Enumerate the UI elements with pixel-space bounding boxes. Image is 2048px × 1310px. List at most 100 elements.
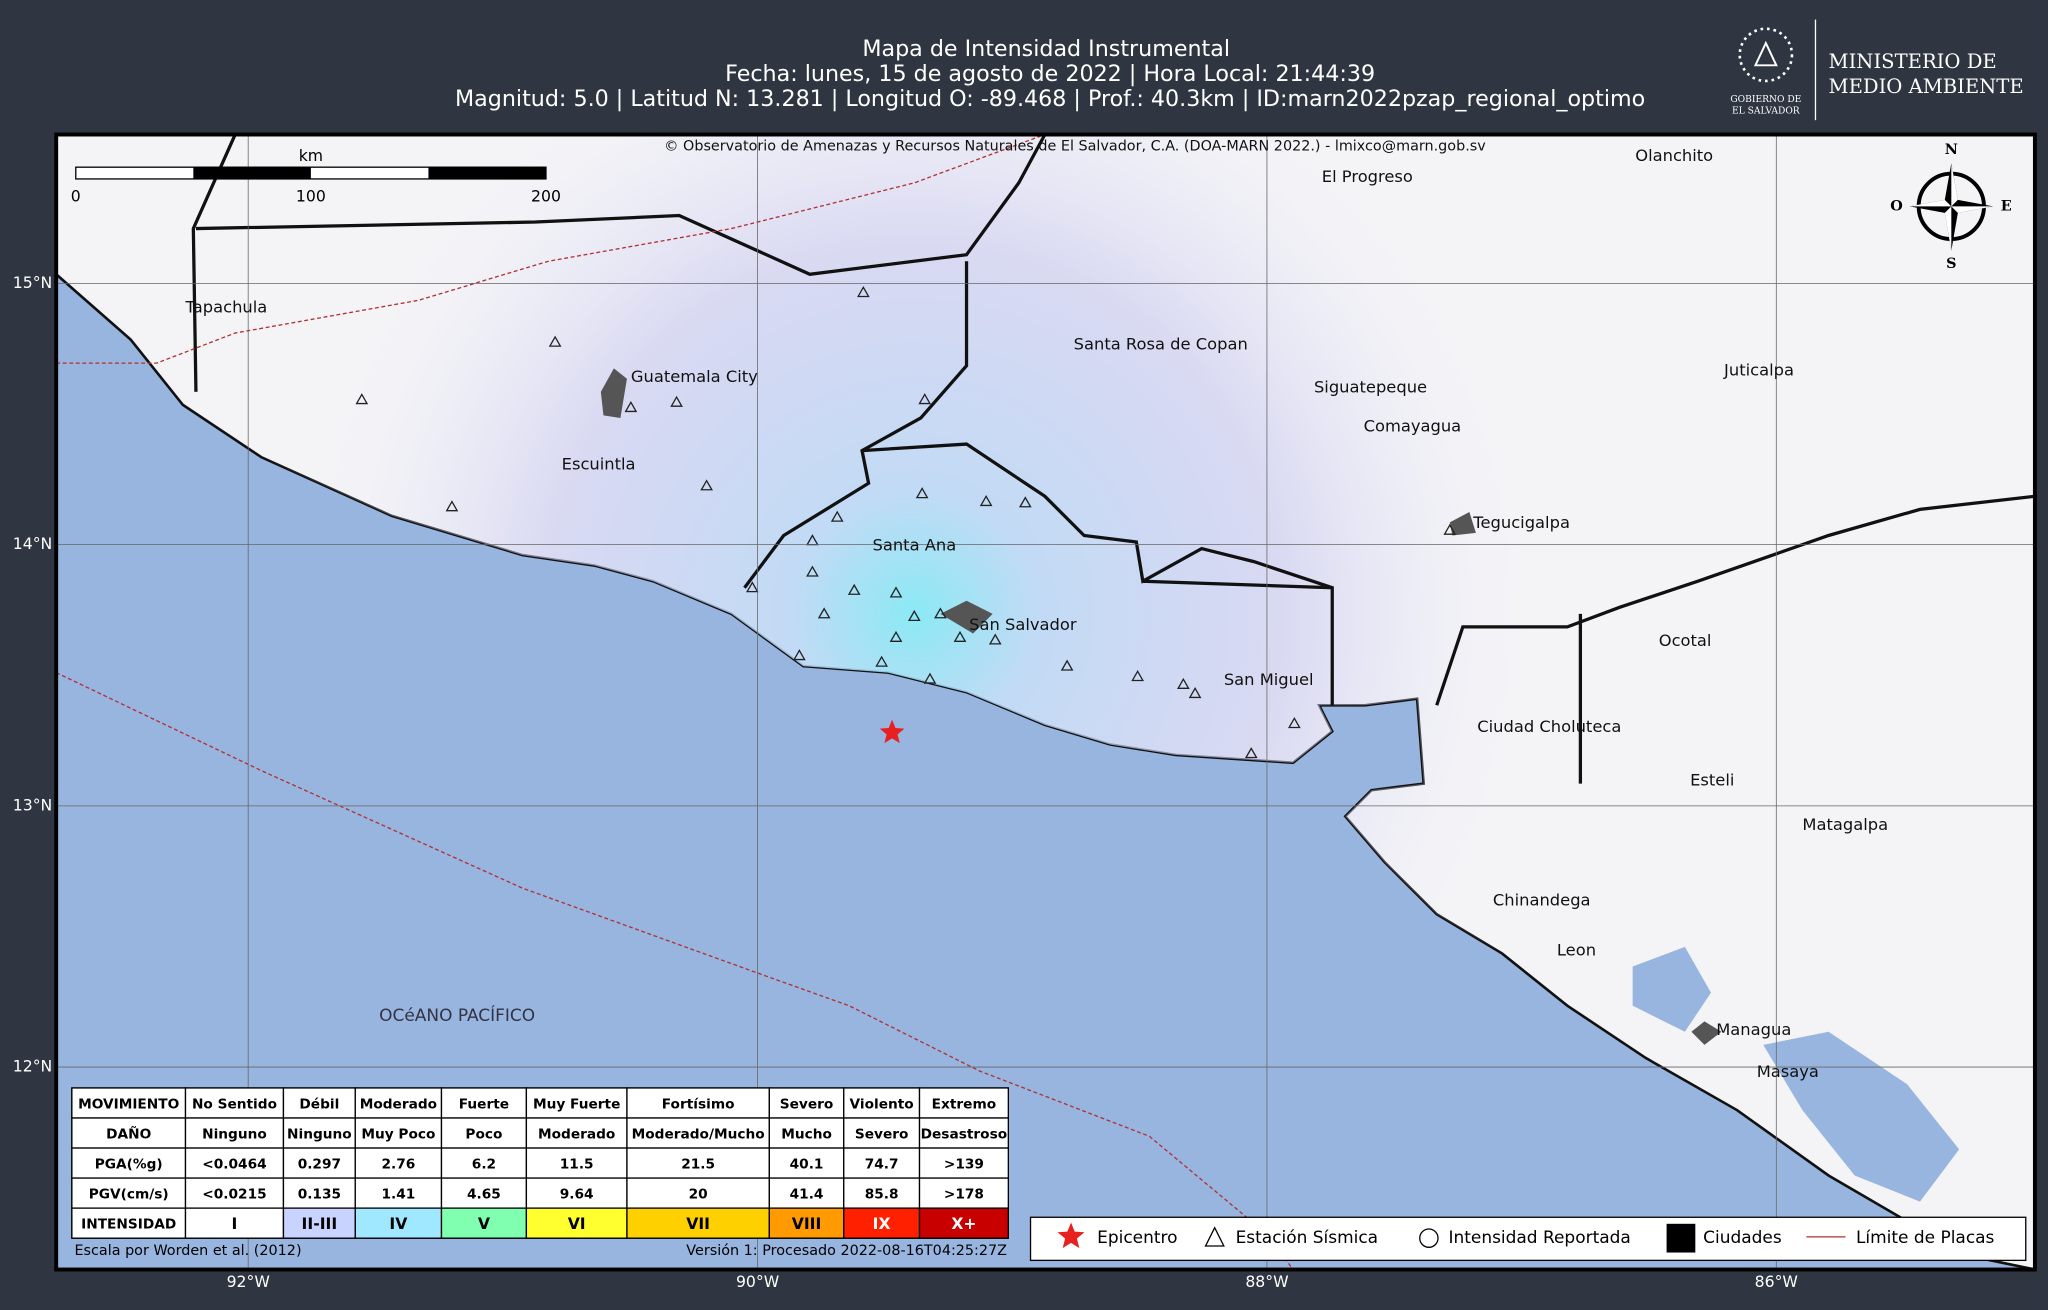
legend-label: Límite de Placas [1856,1228,1995,1248]
table-cell-text: PGA(%g) [95,1156,163,1172]
table-cell [918,1207,1009,1239]
city-label: Esteli [1690,771,1734,790]
legend-label: Ciudades [1703,1228,1782,1248]
city-label: Ocotal [1659,631,1712,650]
copyright: © Observatorio de Amenazas y Recursos Na… [664,138,1486,154]
table-cell-text: Muy Poco [361,1126,435,1142]
table-cell-text: Severo [855,1126,909,1142]
city-label: Siguatepeque [1314,377,1427,396]
city-label: Ciudad Choluteca [1477,717,1621,736]
table-cell-text: 74.7 [865,1156,899,1172]
table-cell-text: Poco [465,1126,502,1142]
city-label: Tegucigalpa [1472,513,1570,532]
compass-s: S [1946,256,1956,272]
city-label: San Miguel [1224,670,1314,689]
table-cell-text: Extremo [932,1096,996,1112]
lat-tick-label: 13°N [13,795,52,814]
plate-boundary [56,134,1294,1270]
border [191,134,2035,784]
table-cell [626,1207,770,1239]
table-cell [71,1087,187,1119]
map [56,134,2035,1270]
table-cell-text: Moderado/Mucho [632,1126,765,1142]
table-cell [440,1087,528,1119]
table-cell-text: VIII [792,1214,822,1233]
city-label: Leon [1557,940,1596,959]
table-cell-text: No Sentido [192,1096,277,1112]
table-cell [440,1147,528,1179]
table-cell [768,1207,845,1239]
city-label: Tapachula [184,298,267,317]
table-cell [354,1087,443,1119]
table-cell [282,1117,356,1149]
scale-unit: km [299,146,323,165]
ocean-label: OCéANO PACÍFICO [379,1004,535,1026]
table-cell [918,1177,1009,1209]
legend-label: Epicentro [1097,1228,1177,1248]
table-cell-text: VII [686,1214,710,1233]
table-cell [626,1147,770,1179]
table-cell [184,1087,285,1119]
table-cell-text: >178 [944,1186,984,1202]
table-cell-text: >139 [944,1156,984,1172]
table-cell-text: 40.1 [790,1156,824,1172]
epicenter [879,719,905,744]
table-cell [626,1177,770,1209]
city-label: Santa Rosa de Copan [1074,334,1248,353]
city-label: Comayagua [1364,417,1462,436]
city-label: Guatemala City [631,367,758,386]
legend: Epicentro Estación Sísmica Intensidad Re… [1029,1216,2027,1262]
table-cell [282,1087,356,1119]
scale-tick-label: 0 [71,187,81,206]
table-cell-text: Violento [850,1096,914,1112]
table-cell [354,1207,443,1239]
logo-text: EL SALVADOR [1732,107,1801,117]
table-cell-text: Fortísimo [662,1096,735,1112]
scale-tick-label: 100 [296,187,326,206]
table-cell-text: Fuerte [459,1096,509,1112]
table-cell-text: PGV(cm/s) [89,1186,169,1202]
city-label: Chinandega [1493,891,1591,910]
table-cell [71,1117,187,1149]
table-cell [525,1177,628,1209]
table-cell-text: Mucho [781,1126,832,1142]
table-cell-text: IV [389,1214,408,1233]
table-cell-text: V [478,1214,491,1233]
lat-tick-label: 14°N [13,534,52,553]
table-cell-text: <0.0464 [202,1156,266,1172]
city-label: Matagalpa [1802,815,1888,834]
lon-tick-label: 88°W [1245,1272,1288,1291]
table-cell [71,1177,187,1209]
title: Mapa de Intensidad Instrumental [862,36,1230,62]
table-cell [354,1117,443,1149]
lon-tick-label: 86°W [1755,1272,1798,1291]
table-cell-text: 1.41 [381,1186,415,1202]
table-cell [843,1117,921,1149]
city-label: San Salvador [969,615,1077,634]
table-cell-text: Moderado [360,1096,437,1112]
legend-label: Estación Sísmica [1236,1228,1379,1248]
table-cell [184,1117,285,1149]
table-cell [354,1177,443,1209]
table-cell-text: VI [568,1214,586,1233]
table-cell [626,1087,770,1119]
compass-w: O [1890,198,1903,214]
city-label: Masaya [1757,1062,1819,1081]
subtitle: Fecha: lunes, 15 de agosto de 2022 | Hor… [725,61,1375,87]
city-label: Managua [1716,1020,1791,1039]
table-cell [184,1177,285,1209]
table-cell-text: MOVIMIENTO [78,1096,179,1112]
table-cell [184,1207,285,1239]
table-cell [525,1087,628,1119]
compass-e: E [2001,198,2012,214]
table-cell-text: 20 [689,1186,708,1202]
table-cell-text: INTENSIDAD [81,1216,176,1232]
table-cell-text: Desastroso [921,1126,1008,1142]
table-cell-text: 0.135 [298,1186,341,1202]
table-cell [440,1207,528,1239]
city-label: Olanchito [1635,146,1713,165]
table-cell-text: X+ [951,1214,976,1233]
table-cell-text: Ninguno [287,1126,352,1142]
table-cell-text: 21.5 [681,1156,715,1172]
